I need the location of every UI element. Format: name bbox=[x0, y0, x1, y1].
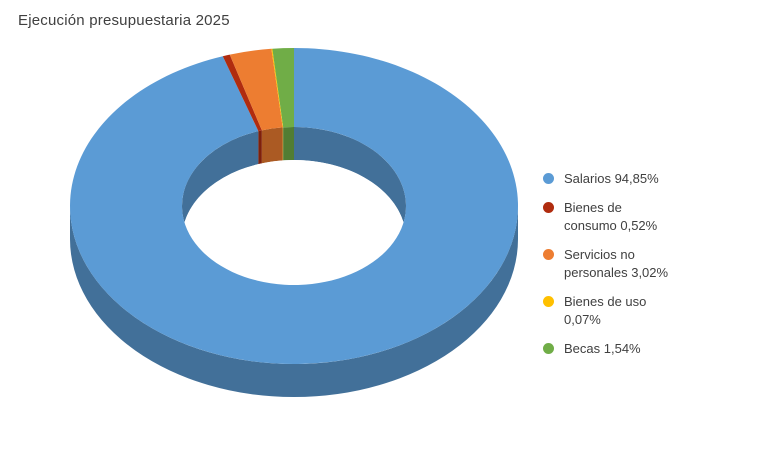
legend-item-bienes-de-uso[interactable]: Bienes de uso 0,07% bbox=[543, 293, 678, 329]
legend: Salarios 94,85% Bienes de consumo 0,52% … bbox=[543, 170, 678, 358]
donut-inner-wall-becas bbox=[283, 127, 294, 161]
donut-inner-wall-bienes-de-consumo bbox=[258, 130, 262, 165]
legend-label: Salarios 94,85% bbox=[564, 171, 659, 186]
legend-item-becas[interactable]: Becas 1,54% bbox=[543, 340, 678, 358]
legend-label: Servicios no personales 3,02% bbox=[564, 247, 669, 280]
donut-slice-becas[interactable] bbox=[272, 48, 294, 128]
legend-item-salarios[interactable]: Salarios 94,85% bbox=[543, 170, 678, 188]
legend-label: Becas 1,54% bbox=[564, 341, 641, 356]
legend-color-dot bbox=[543, 296, 554, 307]
legend-label: Bienes de uso 0,07% bbox=[564, 294, 647, 327]
legend-label: Bienes de consumo 0,52% bbox=[564, 200, 658, 233]
legend-color-dot bbox=[543, 202, 554, 213]
donut-slice-salarios[interactable] bbox=[70, 48, 519, 364]
donut-outer-wall-salarios bbox=[70, 206, 518, 397]
donut-slice-servicios-no-personales[interactable] bbox=[229, 48, 283, 131]
legend-item-bienes-de-consumo[interactable]: Bienes de consumo 0,52% bbox=[543, 199, 678, 235]
legend-color-dot bbox=[543, 343, 554, 354]
chart-title: Ejecución presupuestaria 2025 bbox=[18, 12, 230, 29]
donut-hole bbox=[184, 159, 404, 286]
donut-slice-bienes-de-uso[interactable] bbox=[271, 48, 284, 128]
donut-inner-wall-salarios bbox=[182, 131, 259, 256]
donut-inner-wall-salarios bbox=[294, 127, 407, 256]
legend-color-dot bbox=[543, 249, 554, 260]
donut-slice-bienes-de-consumo[interactable] bbox=[222, 54, 262, 132]
legend-item-servicios-no-personales[interactable]: Servicios no personales 3,02% bbox=[543, 246, 678, 282]
legend-color-dot bbox=[543, 173, 554, 184]
donut-inner-wall-servicios-no-personales bbox=[261, 127, 283, 164]
